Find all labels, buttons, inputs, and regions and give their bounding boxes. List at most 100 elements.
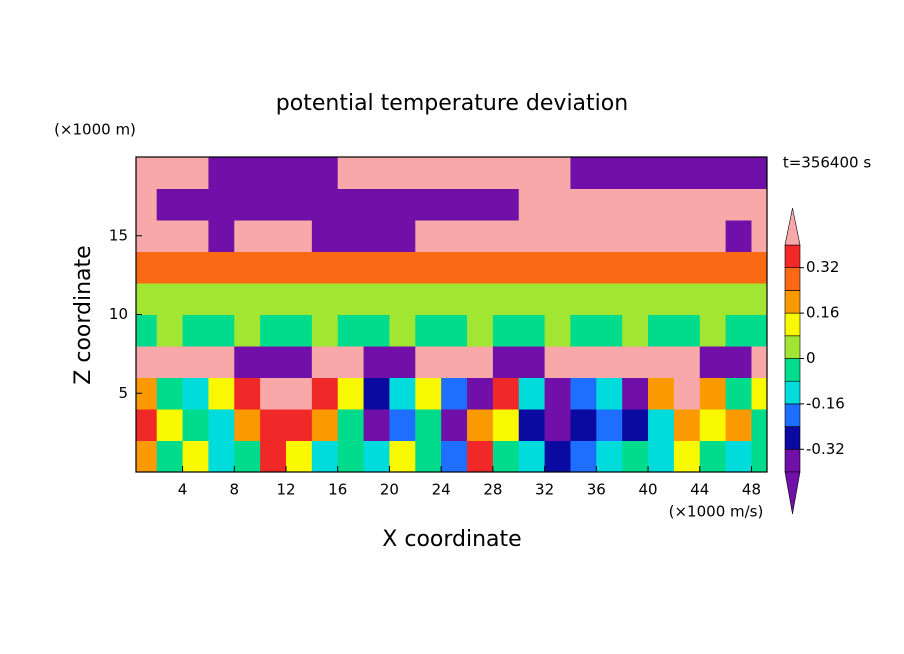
cell: [673, 440, 701, 472]
cell: [337, 283, 365, 315]
cell: [136, 283, 158, 315]
cell: [648, 283, 675, 315]
cell: [751, 377, 767, 410]
cell: [182, 346, 209, 378]
cell: [337, 346, 365, 378]
cell: [570, 409, 597, 441]
cell: [208, 346, 235, 378]
cell: [518, 220, 546, 252]
cell: [518, 440, 546, 472]
cell: [363, 314, 390, 347]
cell: [136, 409, 158, 441]
x-tick-label: 12: [276, 481, 295, 499]
cell: [311, 251, 339, 284]
cell: [751, 220, 767, 252]
cell: [570, 346, 597, 378]
cell: [699, 157, 727, 189]
cell: [182, 188, 209, 221]
cell: [570, 188, 597, 221]
cell: [285, 377, 313, 410]
cell: [311, 283, 339, 315]
cell: [518, 377, 546, 410]
cell: [363, 188, 390, 221]
cell: [389, 314, 416, 347]
colorbar-label: 0: [806, 349, 816, 367]
cell: [492, 346, 520, 378]
y-unit: (×1000 m): [54, 121, 136, 139]
colorbar-label: 0.32: [806, 258, 839, 276]
cell: [492, 440, 520, 472]
cell: [467, 409, 494, 441]
cell: [648, 409, 675, 441]
cell: [136, 251, 158, 284]
cell: [208, 220, 235, 252]
colorbar-label: 0.16: [806, 304, 839, 322]
cell: [337, 409, 365, 441]
cell: [673, 346, 701, 378]
cell: [156, 157, 184, 189]
cell: [544, 377, 571, 410]
cell: [260, 283, 287, 315]
cell: [260, 251, 287, 284]
cell: [156, 377, 184, 410]
colorbar-band: [784, 448, 801, 473]
cell: [260, 346, 287, 378]
cell: [182, 220, 209, 252]
cell: [182, 314, 209, 347]
cell: [441, 283, 468, 315]
cell: [389, 440, 416, 472]
cell: [363, 440, 390, 472]
colorbar-label: -0.32: [806, 440, 845, 458]
x-axis-label: X coordinate: [382, 527, 521, 552]
cell: [311, 314, 339, 347]
cell: [136, 440, 158, 472]
cell: [441, 409, 468, 441]
cell: [596, 409, 623, 441]
cell: [492, 283, 520, 315]
cell: [622, 440, 649, 472]
cell: [725, 251, 752, 284]
cell: [156, 251, 184, 284]
cell: [234, 440, 261, 472]
cell: [389, 346, 416, 378]
cell: [441, 157, 468, 189]
cell: [467, 440, 494, 472]
cell: [415, 283, 442, 315]
x-unit: (×1000 m/s): [669, 503, 764, 521]
cell: [596, 188, 623, 221]
cell: [156, 188, 184, 221]
cell: [544, 157, 571, 189]
cell: [596, 283, 623, 315]
cell: [492, 409, 520, 441]
cell: [699, 409, 727, 441]
cell: [234, 346, 261, 378]
cell: [311, 188, 339, 221]
cell: [725, 283, 752, 315]
cell: [156, 440, 184, 472]
cell: [260, 377, 287, 410]
cell: [136, 377, 158, 410]
cell: [441, 188, 468, 221]
cell: [182, 409, 209, 441]
cell: [260, 157, 287, 189]
cell: [699, 188, 727, 221]
cell: [441, 314, 468, 347]
cell: [751, 251, 767, 284]
cell: [136, 157, 158, 189]
cell: [441, 440, 468, 472]
cell: [182, 251, 209, 284]
x-tick-label: 4: [178, 481, 188, 499]
cell: [518, 346, 546, 378]
cell: [596, 251, 623, 284]
cell: [492, 220, 520, 252]
x-tick-label: 32: [535, 481, 554, 499]
cell: [751, 157, 767, 189]
cell: [337, 440, 365, 472]
cell: [518, 283, 546, 315]
cell: [622, 157, 649, 189]
cell: [234, 377, 261, 410]
cell: [751, 346, 767, 378]
cell: [518, 409, 546, 441]
cell: [389, 377, 416, 410]
